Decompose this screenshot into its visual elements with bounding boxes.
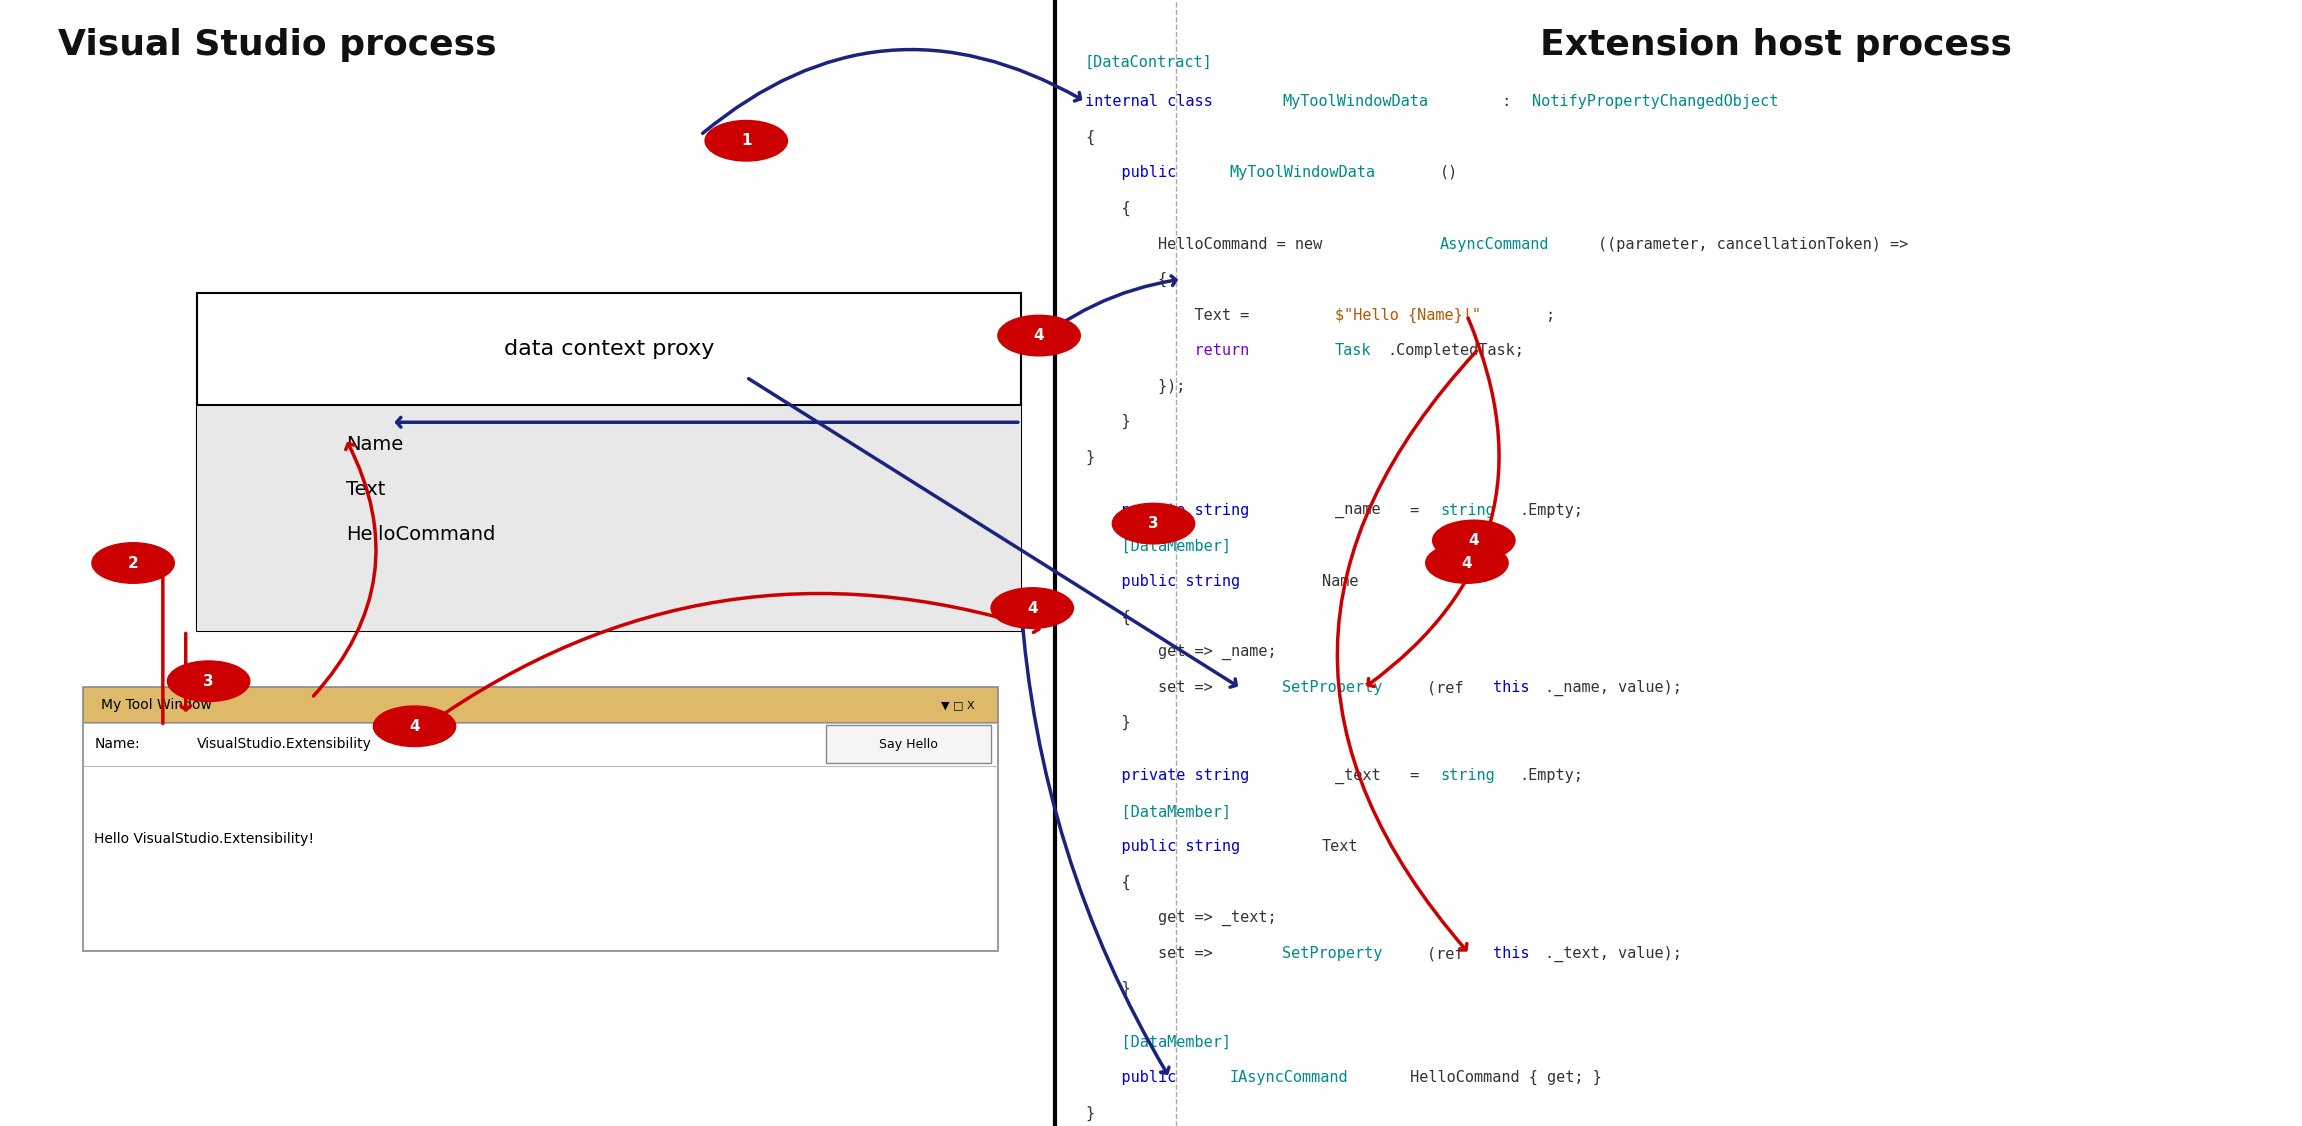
FancyBboxPatch shape [826, 725, 992, 763]
Text: get => _name;: get => _name; [1084, 644, 1278, 660]
Text: Text =: Text = [1084, 307, 1259, 323]
Text: }: } [1084, 413, 1130, 429]
Text: 3: 3 [1149, 516, 1158, 531]
Text: string: string [1441, 502, 1494, 518]
Text: MyToolWindowData: MyToolWindowData [1282, 93, 1427, 109]
Circle shape [373, 706, 456, 747]
Text: Name:: Name: [94, 738, 140, 751]
Text: My Tool Window: My Tool Window [101, 698, 212, 712]
Circle shape [992, 588, 1073, 628]
Text: private string: private string [1084, 768, 1259, 784]
Text: (): () [1441, 164, 1457, 180]
Text: Text: Text [345, 481, 384, 499]
Text: {: { [1084, 129, 1093, 145]
Text: _text: _text [1335, 768, 1381, 784]
Text: ▼ □ X: ▼ □ X [942, 700, 976, 709]
Text: [DataMember]: [DataMember] [1084, 538, 1232, 554]
Text: {: { [1084, 271, 1167, 287]
Text: HelloCommand = new: HelloCommand = new [1084, 236, 1331, 252]
Text: [DataContract]: [DataContract] [1084, 54, 1213, 70]
Text: Name: Name [1321, 573, 1358, 589]
Text: Say Hello: Say Hello [879, 738, 939, 751]
Text: $"Hello {Name}!": $"Hello {Name}!" [1335, 307, 1480, 323]
Text: VisualStudio.Extensibility: VisualStudio.Extensibility [198, 738, 373, 751]
Text: }: } [1084, 981, 1130, 997]
Text: 1: 1 [741, 133, 750, 149]
Text: get => _text;: get => _text; [1084, 910, 1278, 926]
Text: internal class: internal class [1084, 93, 1222, 109]
Text: set =>: set => [1084, 946, 1222, 962]
Text: SetProperty: SetProperty [1282, 680, 1384, 696]
Text: (ref: (ref [1427, 946, 1473, 962]
Circle shape [1112, 503, 1195, 544]
Text: 4: 4 [1034, 328, 1045, 343]
Text: Text: Text [1321, 839, 1358, 855]
Text: {: { [1084, 200, 1130, 216]
Text: Task: Task [1335, 342, 1372, 358]
Text: 3: 3 [203, 673, 214, 689]
Text: NotifyPropertyChangedObject: NotifyPropertyChangedObject [1533, 93, 1779, 109]
Text: HelloCommand { get; }: HelloCommand { get; } [1400, 1070, 1602, 1085]
Text: this: this [1492, 680, 1529, 696]
Text: AsyncCommand: AsyncCommand [1441, 236, 1549, 252]
Text: });: }); [1084, 378, 1186, 394]
Text: [DataMember]: [DataMember] [1084, 804, 1232, 820]
Text: return: return [1084, 342, 1259, 358]
Text: }: } [1084, 449, 1093, 465]
Text: public: public [1084, 1070, 1186, 1085]
Text: private string: private string [1084, 502, 1259, 518]
FancyBboxPatch shape [83, 687, 999, 723]
Circle shape [1432, 520, 1515, 561]
Text: IAsyncCommand: IAsyncCommand [1229, 1070, 1349, 1085]
FancyBboxPatch shape [83, 723, 999, 951]
Text: ;: ; [1545, 307, 1554, 323]
Text: data context proxy: data context proxy [504, 339, 714, 359]
Text: _name: _name [1335, 502, 1381, 518]
Text: }: } [1084, 1106, 1093, 1121]
Text: .Empty;: .Empty; [1519, 502, 1584, 518]
Text: =: = [1400, 768, 1427, 784]
Text: SetProperty: SetProperty [1282, 946, 1384, 962]
Text: {: { [1084, 875, 1130, 891]
Text: 4: 4 [1462, 555, 1473, 571]
Text: ((parameter, cancellationToken) =>: ((parameter, cancellationToken) => [1598, 236, 1908, 252]
Circle shape [92, 543, 175, 583]
Text: public: public [1084, 164, 1186, 180]
Text: Visual Studio process: Visual Studio process [58, 28, 497, 62]
Text: set =>: set => [1084, 680, 1222, 696]
Text: Hello VisualStudio.Extensibility!: Hello VisualStudio.Extensibility! [94, 832, 313, 846]
Text: (ref: (ref [1427, 680, 1473, 696]
Text: 2: 2 [127, 555, 138, 571]
Text: public string: public string [1084, 573, 1250, 589]
Text: .CompletedTask;: .CompletedTask; [1388, 342, 1524, 358]
Text: MyToolWindowData: MyToolWindowData [1229, 164, 1377, 180]
Text: 4: 4 [1027, 600, 1038, 616]
Text: public string: public string [1084, 839, 1250, 855]
Text: .Empty;: .Empty; [1519, 768, 1584, 784]
Text: ._name, value);: ._name, value); [1545, 680, 1683, 696]
Circle shape [1425, 543, 1508, 583]
Text: [DataMember]: [DataMember] [1084, 1035, 1232, 1051]
Circle shape [704, 120, 787, 161]
Text: ._text, value);: ._text, value); [1545, 946, 1683, 962]
Text: string: string [1441, 768, 1494, 784]
Text: {: { [1084, 609, 1130, 625]
FancyBboxPatch shape [198, 293, 1020, 631]
Text: :: : [1492, 93, 1519, 109]
Circle shape [168, 661, 251, 701]
Text: 4: 4 [1469, 533, 1480, 548]
Circle shape [999, 315, 1080, 356]
Text: Extension host process: Extension host process [1540, 28, 2012, 62]
Text: =: = [1400, 502, 1427, 518]
Text: 4: 4 [410, 718, 419, 734]
Text: Name: Name [345, 436, 403, 454]
FancyBboxPatch shape [198, 405, 1020, 631]
Text: }: } [1084, 715, 1130, 731]
Text: HelloCommand: HelloCommand [345, 526, 495, 544]
Text: this: this [1492, 946, 1529, 962]
